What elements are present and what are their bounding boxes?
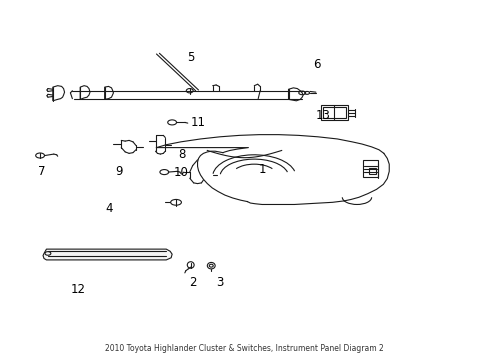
Text: 2010 Toyota Highlander Cluster & Switches, Instrument Panel Diagram 2: 2010 Toyota Highlander Cluster & Switche… <box>105 344 383 353</box>
Text: 4: 4 <box>105 202 112 215</box>
Text: 9: 9 <box>115 165 122 177</box>
Bar <box>368 168 375 174</box>
Bar <box>322 107 346 118</box>
Text: 3: 3 <box>216 276 224 289</box>
Text: 1: 1 <box>259 163 266 176</box>
Text: 10: 10 <box>173 166 188 179</box>
Text: 6: 6 <box>312 58 320 71</box>
Text: 7: 7 <box>38 165 45 177</box>
Text: 11: 11 <box>190 116 205 129</box>
Text: 12: 12 <box>71 283 85 296</box>
Text: 5: 5 <box>186 51 194 64</box>
Polygon shape <box>43 249 172 260</box>
Text: 13: 13 <box>315 109 329 122</box>
Text: 2: 2 <box>189 276 197 289</box>
Bar <box>320 105 347 120</box>
Text: 8: 8 <box>178 148 185 161</box>
Bar <box>362 160 377 177</box>
